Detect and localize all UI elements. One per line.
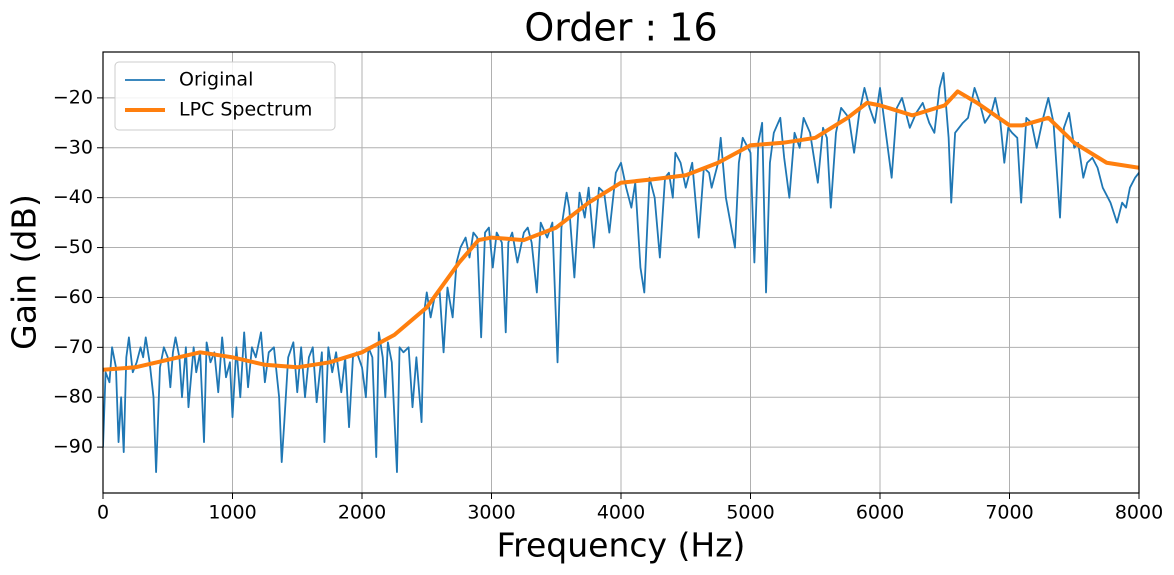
y-tick-label: −70	[53, 336, 93, 358]
y-tick-label: −60	[53, 286, 93, 308]
y-tick-label: −20	[53, 86, 93, 108]
legend-label: Original	[179, 69, 253, 91]
x-tick-label: 6000	[856, 502, 904, 524]
x-axis-label: Frequency (Hz)	[497, 526, 746, 565]
x-tick-label: 0	[97, 502, 109, 524]
y-tick-label: −80	[53, 386, 93, 408]
series-line	[103, 89, 1139, 372]
x-tick-label: 3000	[467, 502, 515, 524]
grid	[102, 52, 1140, 493]
axes: 0 1000 2000 3000 4000 5000 6000 7000 8000 −90 −80 −…	[53, 86, 1163, 523]
x-tick-label: 5000	[726, 502, 774, 524]
legend-label: LPC Spectrum	[179, 99, 312, 121]
y-tick-label: −40	[53, 186, 93, 208]
x-tick-label: 1000	[208, 502, 256, 524]
y-tick-label: −90	[53, 436, 93, 458]
y-tick-label: −50	[53, 236, 93, 258]
chart-title: Order : 16	[524, 6, 717, 50]
plot-lines	[103, 72, 1139, 473]
legend: Original LPC Spectrum	[114, 61, 336, 131]
y-tick-label: −30	[53, 136, 93, 158]
y-axis-label: Gain (dB)	[5, 194, 44, 350]
x-tick-label: 2000	[338, 502, 386, 524]
legend-box	[114, 61, 336, 131]
x-tick-label: 7000	[985, 502, 1033, 524]
x-tick-label: 8000	[1115, 502, 1163, 524]
x-tick-label: 4000	[597, 502, 645, 524]
